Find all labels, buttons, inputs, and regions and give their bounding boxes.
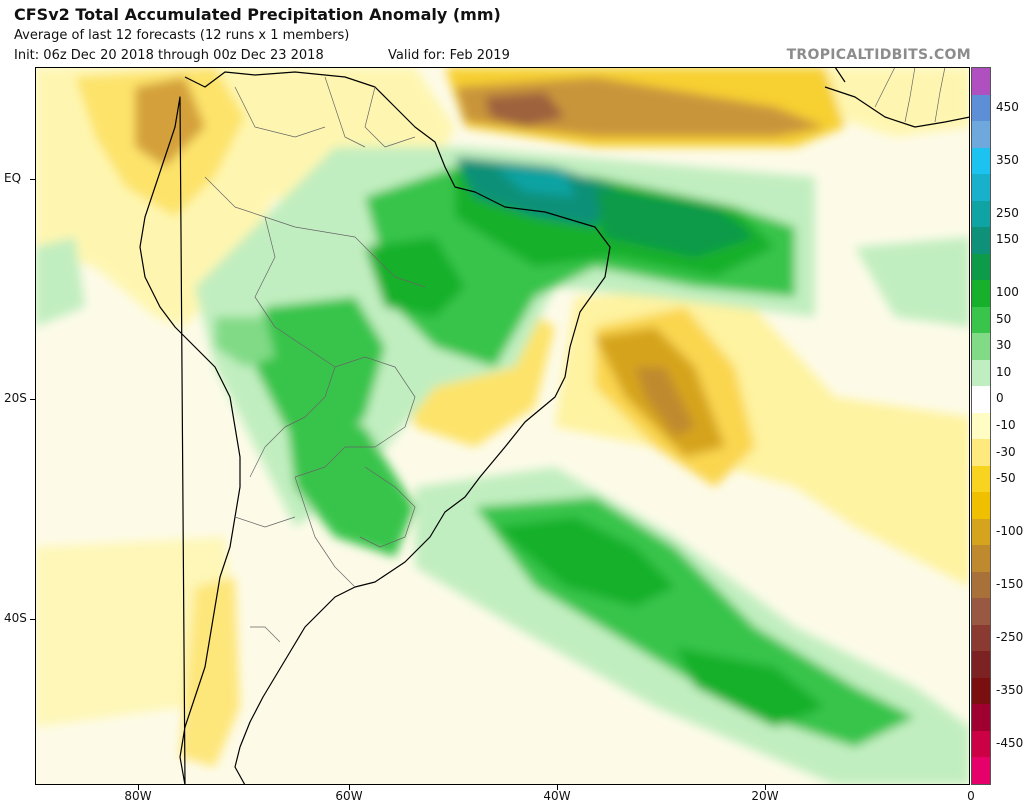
colorbar-label: -450 xyxy=(996,736,1024,751)
lat-tick xyxy=(30,619,35,620)
lon-label-40w: 40W xyxy=(543,789,571,803)
colorbar-segment xyxy=(972,598,990,626)
colorbar-label: -250 xyxy=(996,630,1024,645)
colorbar-label: 50 xyxy=(996,311,1012,326)
colorbar-segment xyxy=(972,121,990,149)
colorbar-segment xyxy=(972,200,990,228)
colorbar-segment xyxy=(972,174,990,202)
colorbar-label: -50 xyxy=(996,471,1016,486)
colorbar-label: -350 xyxy=(996,683,1024,698)
colorbar-label: -150 xyxy=(996,577,1024,592)
map-title: CFSv2 Total Accumulated Precipitation An… xyxy=(14,5,501,24)
colorbar-segment xyxy=(972,333,990,361)
colorbar-segment xyxy=(972,94,990,122)
colorbar-segment xyxy=(972,227,990,255)
colorbar-segment xyxy=(972,518,990,546)
colorbar-label: 150 xyxy=(996,232,1019,247)
colorbar-segment xyxy=(972,677,990,705)
brand-watermark: TROPICALTIDBITS.COM xyxy=(786,47,971,63)
colorbar-segment xyxy=(972,386,990,414)
map-frame xyxy=(35,67,970,785)
map-subtitle: Average of last 12 forecasts (12 runs x … xyxy=(14,28,350,43)
lon-label-0: 0 xyxy=(967,789,975,803)
colorbar-segment xyxy=(972,253,990,281)
colorbar-segment xyxy=(972,412,990,440)
colorbar-segment xyxy=(972,757,990,785)
valid-time: Valid for: Feb 2019 xyxy=(388,48,510,63)
lat-tick xyxy=(30,179,35,180)
lon-tick xyxy=(557,785,558,790)
colorbar-segment xyxy=(972,651,990,679)
colorbar-label: -10 xyxy=(996,418,1016,432)
lat-tick xyxy=(30,399,35,400)
colorbar-label: 450 xyxy=(996,99,1019,114)
lat-label-eq: EQ xyxy=(4,171,22,185)
lon-label-20w: 20W xyxy=(751,789,779,803)
precipitation-anomaly-map xyxy=(35,67,970,785)
anomaly-fields xyxy=(35,67,970,785)
colorbar-segment xyxy=(972,68,990,96)
lon-label-80w: 80W xyxy=(124,789,152,803)
colorbar-label: -30 xyxy=(996,444,1016,459)
colorbar-segment xyxy=(972,545,990,573)
colorbar-label: 250 xyxy=(996,205,1019,220)
south-america-coastline xyxy=(139,71,611,785)
colorbar-segment xyxy=(972,624,990,652)
map-header: CFSv2 Total Accumulated Precipitation An… xyxy=(0,0,1024,68)
colorbar-segment xyxy=(972,306,990,334)
colorbar-segment xyxy=(972,492,990,520)
lat-label-40s: 40S xyxy=(4,611,27,625)
continent-outlines xyxy=(139,67,970,785)
africa-coastline xyxy=(824,67,970,128)
lon-tick xyxy=(138,785,139,790)
colorbar-label: 10 xyxy=(996,364,1012,379)
colorbar-segment xyxy=(972,359,990,387)
colorbar-label: 30 xyxy=(996,338,1012,353)
init-time: Init: 06z Dec 20 2018 through 00z Dec 23… xyxy=(14,48,324,63)
colorbar xyxy=(971,67,991,785)
lon-label-60w: 60W xyxy=(335,789,363,803)
colorbar-segment xyxy=(972,704,990,732)
country-borders xyxy=(204,76,426,643)
lon-tick xyxy=(765,785,766,790)
africa-borders xyxy=(874,67,946,123)
colorbar-segment xyxy=(972,280,990,308)
colorbar-label: 100 xyxy=(996,285,1019,300)
colorbar-segment xyxy=(972,439,990,467)
colorbar-segment xyxy=(972,465,990,493)
lat-label-20s: 20S xyxy=(4,391,27,405)
colorbar-label: 350 xyxy=(996,152,1019,167)
colorbar-segment xyxy=(972,730,990,758)
colorbar-segment xyxy=(972,571,990,599)
colorbar-segment xyxy=(972,147,990,175)
lon-tick xyxy=(349,785,350,790)
colorbar-label: -100 xyxy=(996,524,1024,539)
colorbar-label: 0 xyxy=(996,391,1004,406)
